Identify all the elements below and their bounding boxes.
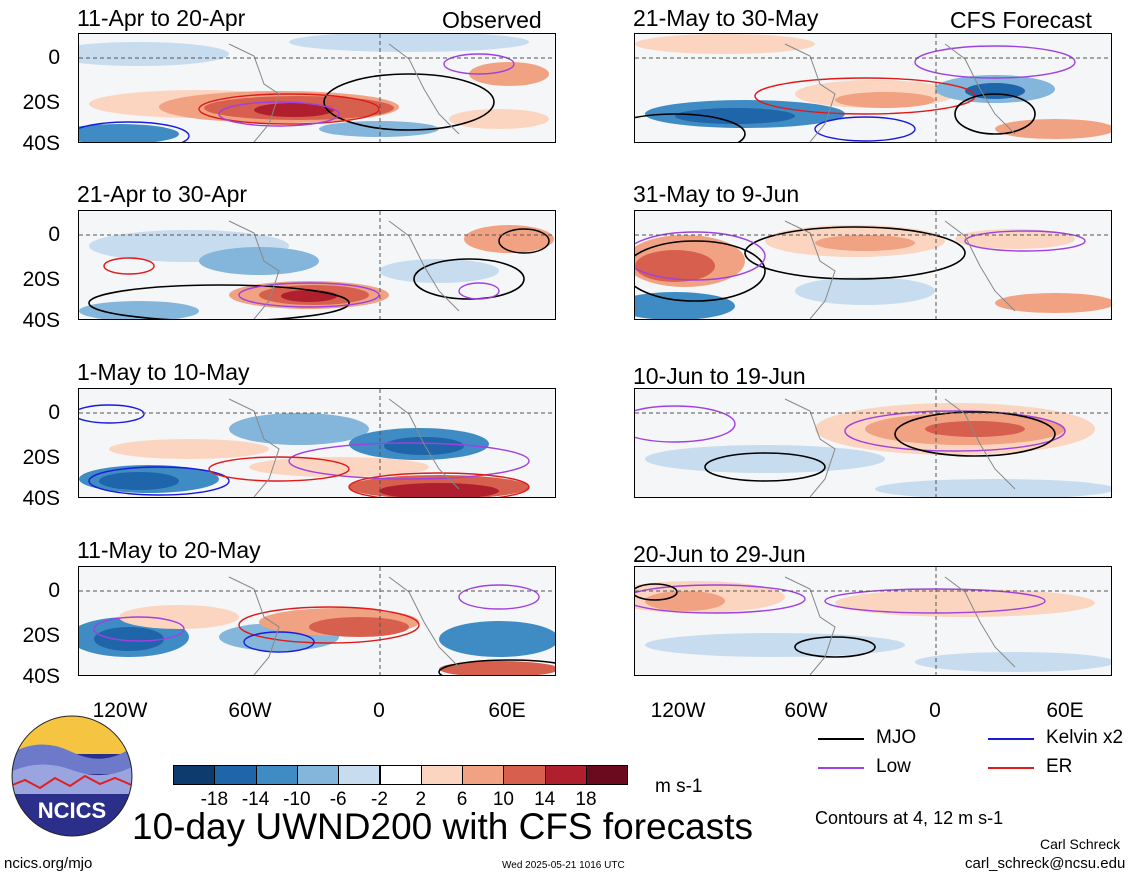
panel-title-8: 20-Jun to 29-Jun — [633, 541, 806, 567]
colorbar-swatch — [379, 765, 422, 785]
legend-mjo-line — [818, 738, 864, 740]
map-panel-fcst-1 — [634, 33, 1112, 143]
lon-label-60e: 60E — [488, 699, 526, 722]
legend-er-label: ER — [1046, 756, 1073, 777]
colorbar-swatch — [214, 765, 257, 785]
contours-note: Contours at 4, 12 m s-1 — [815, 808, 1004, 828]
map-panel-obs-3 — [78, 388, 556, 498]
colorbar-tick-label: 14 — [534, 789, 556, 810]
colorbar-tick-label: -6 — [329, 789, 347, 810]
map-panel-obs-4 — [78, 566, 556, 676]
lat-label-20s: 20S — [22, 446, 60, 469]
lat-label-0: 0 — [48, 46, 60, 69]
panel-title-3: 1-May to 10-May — [77, 359, 250, 385]
legend-low-label: Low — [876, 756, 911, 777]
colorbar-swatch — [503, 765, 546, 785]
lat-label-40s: 40S — [22, 665, 60, 688]
panel-title-6: 31-May to 9-Jun — [633, 181, 800, 207]
colorbar-tick-label: -10 — [283, 789, 311, 810]
colorbar-tick-label: 2 — [415, 789, 427, 810]
legend-kelvin-line — [988, 738, 1034, 740]
lon-label-0: 0 — [929, 699, 941, 722]
main-title: 10-day UWND200 with CFS forecasts — [132, 806, 753, 847]
map-panel-fcst-3 — [634, 388, 1112, 498]
colorbar-swatch — [586, 765, 629, 785]
lat-label-20s: 20S — [22, 91, 60, 114]
panel-title-2: 21-Apr to 30-Apr — [77, 181, 248, 207]
footer-email[interactable]: carl_schreck@ncsu.edu — [965, 855, 1126, 872]
colorbar-swatch — [173, 765, 216, 785]
lon-label-120w: 120W — [92, 699, 148, 722]
colorbar-tick-label: 6 — [456, 789, 468, 810]
panel-title-5: 21-May to 30-May — [633, 5, 819, 31]
map-panel-fcst-4 — [634, 566, 1112, 676]
lat-label-0: 0 — [48, 223, 60, 246]
legend-kelvin-label: Kelvin x2 — [1046, 727, 1124, 748]
map-panel-obs-1 — [78, 33, 556, 143]
colorbar-tick-label: -18 — [200, 789, 229, 810]
colorbar-tick-label: -2 — [371, 789, 388, 810]
colorbar-swatch — [544, 765, 587, 785]
logo-text: NCICS — [37, 798, 107, 823]
panel-title-7: 10-Jun to 19-Jun — [633, 363, 806, 389]
lat-label-0: 0 — [48, 401, 60, 424]
lat-label-20s: 20S — [22, 624, 60, 647]
legend-mjo-label: MJO — [876, 727, 917, 748]
lon-label-120w: 120W — [650, 699, 706, 722]
panel-title-4: 11-May to 20-May — [77, 537, 261, 563]
colorbar-swatch — [338, 765, 381, 785]
legend-er-line — [988, 767, 1034, 769]
ncics-logo: NCICS — [10, 714, 134, 838]
colorbar-tick-label: 18 — [575, 789, 597, 810]
footer-author: Carl Schreck — [1040, 836, 1121, 852]
observed-label: Observed — [442, 7, 542, 33]
colorbar-swatch — [255, 765, 298, 785]
legend-low-line — [818, 767, 864, 769]
lat-label-40s: 40S — [22, 132, 60, 155]
lat-label-20s: 20S — [22, 268, 60, 291]
colorbar-swatch — [296, 765, 340, 785]
forecast-label: CFS Forecast — [950, 7, 1092, 33]
map-panel-fcst-2 — [634, 210, 1112, 320]
footer-timestamp: Wed 2025-05-21 1016 UTC — [502, 860, 625, 871]
lon-label-60e: 60E — [1046, 699, 1084, 722]
footer-url[interactable]: ncics.org/mjo — [4, 855, 93, 872]
colorbar-tick-label: 10 — [492, 789, 514, 810]
map-panel-obs-2 — [78, 210, 556, 320]
panel-title-1: 11-Apr to 20-Apr — [77, 5, 246, 31]
lon-label-60w: 60W — [784, 699, 828, 722]
lat-label-40s: 40S — [22, 309, 60, 332]
lat-label-0: 0 — [48, 579, 60, 602]
colorbar-tick-label: -14 — [241, 789, 270, 810]
colorbar-units: m s-1 — [655, 776, 703, 797]
lon-label-60w: 60W — [228, 699, 272, 722]
lat-label-40s: 40S — [22, 487, 60, 510]
colorbar-swatch — [420, 765, 464, 785]
lon-label-0: 0 — [373, 699, 385, 722]
colorbar-swatch — [462, 765, 505, 785]
